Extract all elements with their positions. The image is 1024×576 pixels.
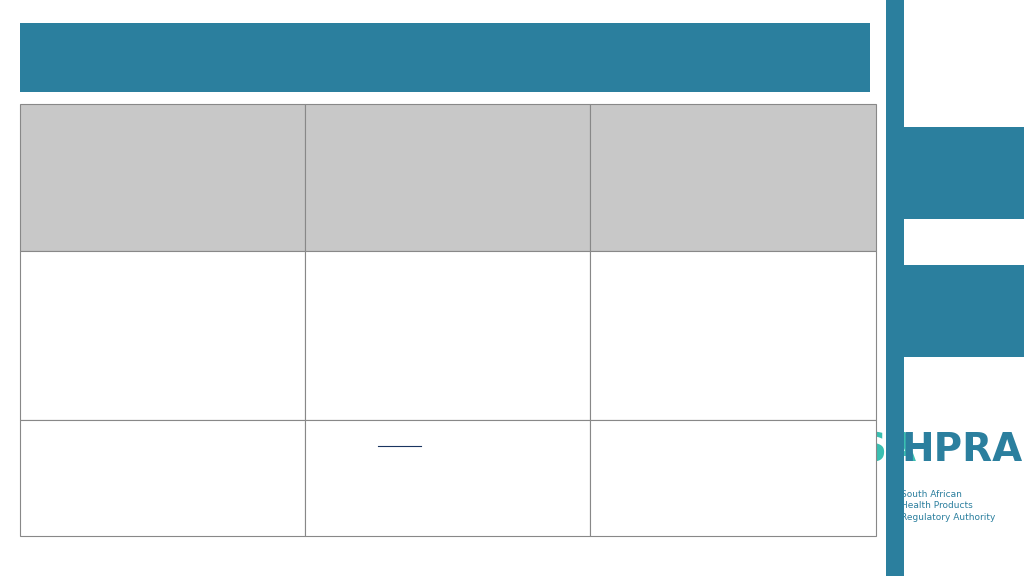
Text: [processed products made from
cannabis containing 0,001 percent or
less of tetra: [processed products made from cannabis c… [331,257,590,306]
Text: c. when raw: c. when raw [313,427,391,441]
Text: Aligning description to point a.: Aligning description to point a. [598,427,786,441]
Text: Underlined - addition: Underlined - addition [313,181,455,195]
Text: Current Schedule: Current Schedule [29,112,159,126]
Text: b.: b. [313,257,329,271]
Text: cannabis: cannabis [378,427,433,441]
Text: plant material is
cultivated, possessed and consumed by
an adult, in private for: plant material is cultivated, possessed … [421,427,667,494]
Text: Proposed schedule Amendments: Proposed schedule Amendments [313,112,558,126]
Text: SA: SA [858,431,916,469]
Text: Deletion of limit for processed products

- Allow other product regulators to
im: Deletion of limit for processed products… [598,257,845,343]
Text: Comment: Comment [598,112,669,126]
Text: Brackets – deletion/omission: Brackets – deletion/omission [313,147,504,160]
Text: HPRA: HPRA [901,431,1022,469]
Text: South African
Health Products
Regulatory Authority: South African Health Products Regulatory… [901,490,995,522]
Text: Schedule 6 amendment  of THC – comparison of changes: Schedule 6 amendment of THC – comparison… [26,41,826,66]
Text: c. when raw plant material is cultivated,
possessed, and consumed by an adult,
i: c. when raw plant material is cultivated… [29,427,275,476]
Text: b. processed products made from
cannabis containing 0,001 percent or
less of tet: b. processed products made from cannabis… [29,257,258,306]
